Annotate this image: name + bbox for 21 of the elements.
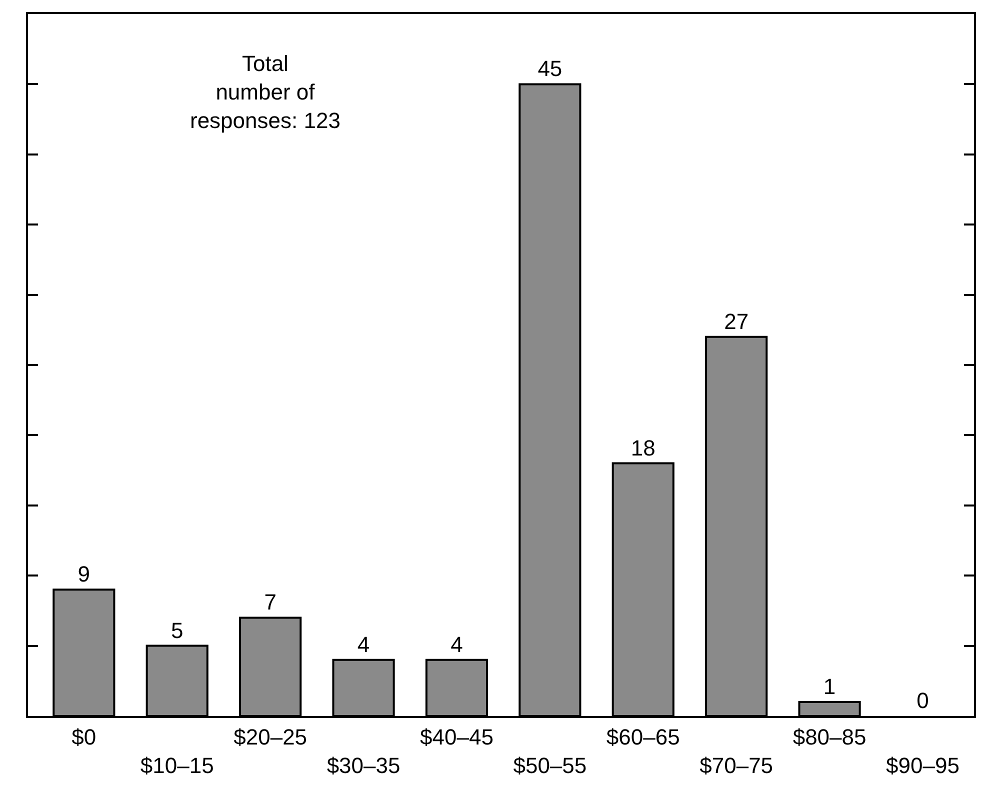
x-tick-label: $70–75	[700, 753, 774, 778]
x-tick-label: $0	[72, 724, 96, 750]
data-label: 27	[724, 308, 749, 334]
data-label: 4	[450, 632, 463, 657]
data-label: 7	[264, 590, 276, 615]
data-label: 45	[538, 56, 562, 82]
x-tick-label: $30–35	[326, 753, 400, 778]
data-label: 4	[357, 632, 370, 657]
data-label: 1	[823, 674, 836, 699]
data-label: 0	[916, 688, 929, 713]
data-label: 18	[630, 435, 656, 460]
x-tick-label: $10–15	[140, 753, 214, 778]
x-tick-label: $80–85	[792, 724, 866, 750]
x-tick-label: $20–25	[234, 724, 308, 750]
x-tick-label: $40–45	[420, 724, 494, 750]
data-label: 5	[170, 618, 184, 643]
x-tick-label: $50–55	[513, 753, 587, 778]
x-tick-label: $60–65	[606, 724, 680, 750]
data-label: 9	[78, 562, 90, 587]
annotation: Total number of responses: 123	[190, 51, 340, 134]
x-tick-label: $90–95	[886, 753, 960, 778]
